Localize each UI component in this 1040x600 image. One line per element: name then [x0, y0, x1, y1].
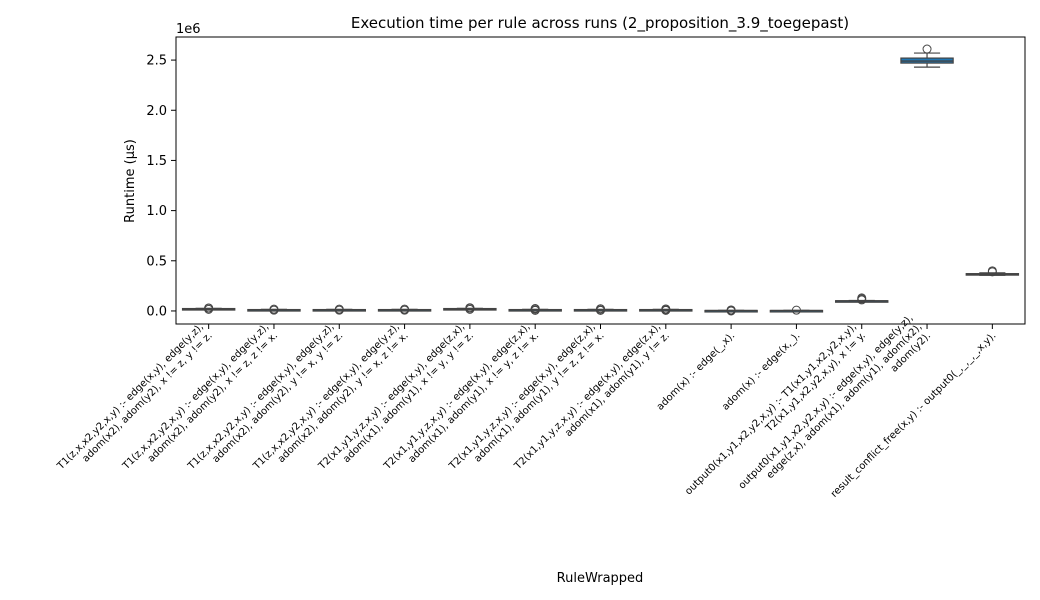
outlier-point: [661, 304, 671, 314]
plot-area: 0.0 0.5 1.0 1.5 2.0 2.5 T1(z,x,x2,y2,x,y) :- e…: [55, 44, 1020, 500]
outlier-point: [726, 305, 736, 315]
box-group: [573, 304, 628, 315]
y-tick-label: 1.0: [146, 204, 167, 219]
box-group: [639, 304, 693, 315]
y-tick-label: 2.5: [146, 54, 167, 69]
box-group: [900, 44, 954, 68]
outlier-point: [791, 305, 801, 315]
outlier-point: [334, 304, 344, 314]
box-group: [247, 304, 301, 315]
box-group: [377, 304, 432, 315]
outlier-point: [530, 304, 540, 314]
box-group: [965, 266, 1020, 277]
outlier-point: [857, 293, 867, 303]
outlier-point: [269, 304, 279, 314]
box-group: [835, 293, 889, 305]
box-group: [769, 305, 824, 315]
x-tick-label-line: output0(x1,y1,x2,y2,x,y) :- edge(x,y), e…: [737, 313, 916, 492]
box-group: [508, 304, 562, 315]
y-axis-offset-label: 1e6: [176, 22, 201, 37]
box-group: [312, 304, 366, 315]
outlier-point: [465, 303, 475, 313]
outlier-point: [987, 266, 997, 276]
y-axis-title: Runtime (µs): [123, 139, 138, 223]
y-tick-label: 0.0: [146, 304, 167, 319]
outlier-point: [204, 303, 214, 313]
box-group: [443, 303, 497, 314]
outlier-point: [400, 304, 410, 314]
plot-frame: [175, 36, 1026, 325]
x-axis-title: RuleWrapped: [557, 571, 644, 586]
y-tick-label: 0.5: [146, 254, 167, 269]
box-group: [704, 305, 758, 316]
y-tick-label: 2.0: [146, 104, 167, 119]
x-tick-label-line: T1(z,x,x2,y2,x,y) :- edge(x,y), edge(y,z…: [55, 322, 206, 473]
box-group: [181, 303, 236, 314]
outlier-point: [596, 304, 605, 314]
y-tick-label: 1.5: [146, 154, 167, 169]
chart-title: Execution time per rule across runs (2_p…: [351, 14, 849, 33]
outlier-point: [922, 44, 932, 54]
